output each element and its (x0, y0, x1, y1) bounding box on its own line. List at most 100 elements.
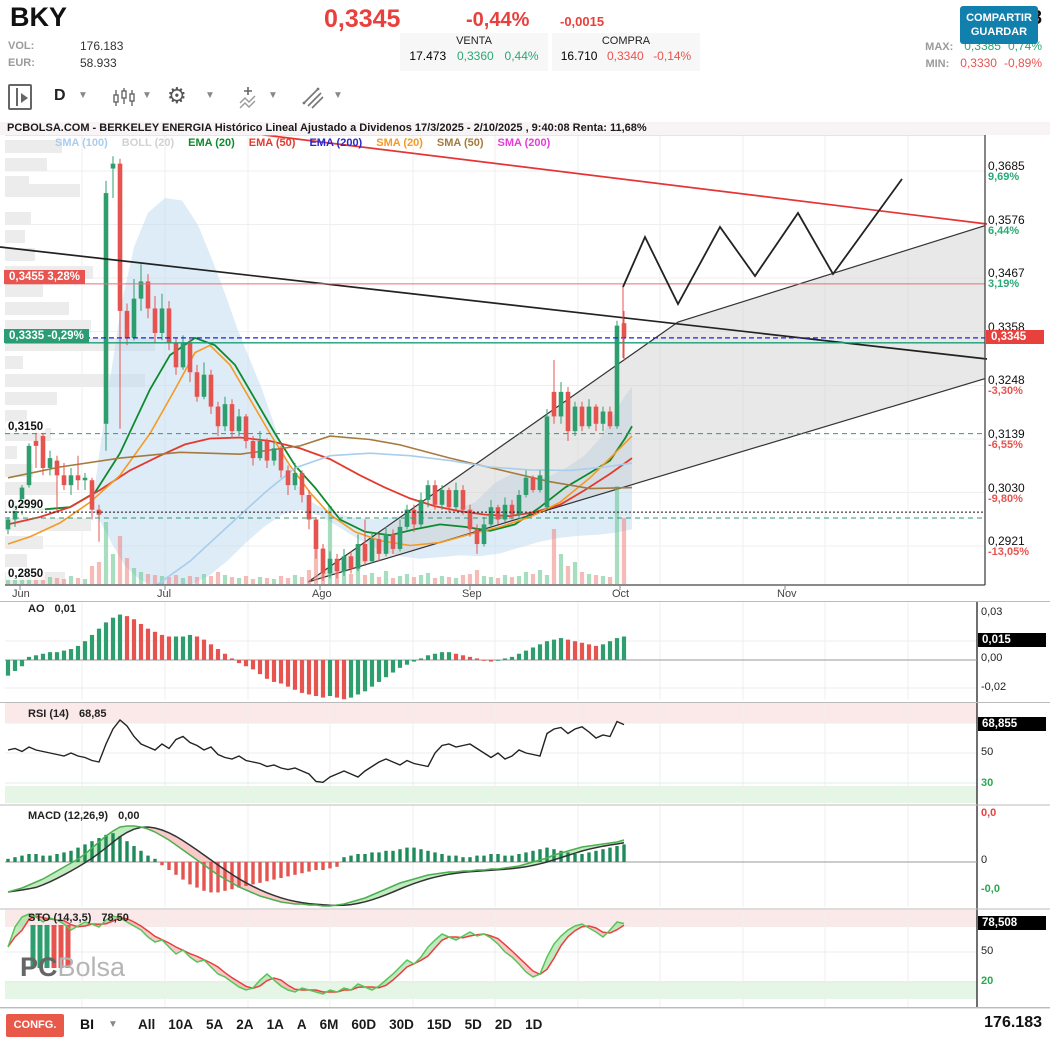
indicators-button[interactable] (238, 85, 264, 116)
macd-axis-top: 0,0 (981, 807, 997, 819)
range-button-30d[interactable]: 30D (389, 1017, 414, 1032)
sma50-line (7, 435, 633, 490)
max-label: MAX: (925, 41, 954, 53)
chart-title: PCBOLSA.COM - BERKELEY ENERGIA Histórico… (0, 122, 1050, 135)
ema50-line (7, 436, 633, 526)
legend-item[interactable]: SMA (100) (55, 137, 108, 149)
sto-value-badge: 78,508 (978, 916, 1046, 930)
range-button-6m[interactable]: 6M (319, 1017, 339, 1032)
left-price-label: 0,3150 (6, 420, 46, 433)
projection-zigzag (622, 178, 903, 306)
chart-type-caret-icon[interactable]: ▼ (142, 90, 152, 101)
alert-price-badge[interactable]: 0,3335 -0,29% (4, 328, 89, 343)
legend-item[interactable]: SMA (200) (497, 137, 551, 149)
macd-signal-line (7, 826, 625, 907)
toolbar: D ▼ ▼ ⚙ ▼ ▼ ▼ (0, 74, 1050, 120)
month-label: Jul (157, 588, 172, 600)
watermark: PCBolsa (20, 952, 125, 983)
sto-oversold-band (5, 981, 977, 999)
last-price: 0,3345 (324, 5, 401, 33)
timeframe-button[interactable]: D (54, 87, 66, 104)
candles-layer (5, 156, 627, 581)
macd-axis-zero: 0 (981, 854, 988, 866)
venta-qty: 17.473 (409, 49, 447, 63)
save-label: GUARDAR (970, 26, 1028, 38)
range-button-1d[interactable]: 1D (525, 1017, 543, 1032)
symbol: BKY (10, 2, 68, 32)
watermark-pc: PC (20, 952, 58, 982)
eur-label: EUR: (8, 57, 35, 69)
min-row: MIN: 0,3330 -0,89% (918, 56, 1042, 70)
range-button-all[interactable]: All (138, 1017, 156, 1032)
share-save-button[interactable]: COMPARTIR GUARDAR (960, 6, 1038, 44)
price-axis-label: 0,3685 9,69% (988, 159, 1025, 183)
range-button-60d[interactable]: 60D (351, 1017, 377, 1032)
indicators-caret-icon[interactable]: ▼ (268, 90, 278, 101)
macd-panel-layer (5, 825, 977, 907)
rsi-axis-mid: 50 (981, 746, 994, 758)
month-label: Ago (312, 588, 332, 600)
rsi-line (7, 718, 625, 784)
draw-tools-caret-icon[interactable]: ▼ (333, 90, 343, 101)
venta-box: VENTA 17.473 0,3360 0,44% (400, 33, 548, 71)
legend-item[interactable]: SMA (20) (376, 137, 423, 149)
macd-header: MACD (12,26,9) 0,00 (28, 810, 140, 822)
rsi-header: RSI (14) 68,85 (28, 708, 107, 720)
legend-item[interactable]: EMA (20) (188, 137, 235, 149)
chart-type-button[interactable] (112, 86, 138, 115)
legend-item[interactable]: SMA (50) (436, 137, 484, 149)
alert-price-badge[interactable]: 0,3455 3,28% (4, 269, 85, 284)
range-button-2a[interactable]: 2A (236, 1017, 254, 1032)
rsi-oversold-band (5, 786, 977, 803)
draw-tools-button[interactable] (300, 85, 326, 116)
config-button[interactable]: CONFG. (6, 1014, 64, 1037)
sma20-line (7, 344, 633, 547)
legend-item[interactable]: BOLL (20) (121, 137, 175, 149)
rsi-panel-layer (7, 718, 625, 784)
rsi-value-badge: 68,855 (978, 717, 1046, 731)
price-axis-label: 0,3248 -3,30% (988, 373, 1025, 398)
price-axis-label: 0,2921 -13,05% (988, 534, 1029, 558)
volume-profile-layer (5, 140, 155, 585)
add-indicator-icon (239, 87, 256, 109)
range-button-10a[interactable]: 10A (168, 1017, 194, 1032)
bollinger-cloud (92, 198, 632, 585)
range-button-1a[interactable]: 1A (266, 1017, 284, 1032)
settings-caret-icon[interactable]: ▼ (205, 90, 215, 101)
range-button-5d[interactable]: 5D (464, 1017, 482, 1032)
settings-button[interactable]: ⚙ (167, 85, 187, 107)
ao-panel-layer (5, 614, 977, 700)
chart-legend: SMA (100) BOLL (20) EMA (20) EMA (50) EMA (2… (55, 137, 564, 151)
legend-item[interactable]: EMA (50) (248, 137, 296, 149)
range-button-15d[interactable]: 15D (426, 1017, 452, 1032)
timeframe-caret-icon[interactable]: ▼ (78, 90, 88, 101)
legend-item[interactable]: EMA (200) (309, 137, 363, 149)
range-button-5a[interactable]: 5A (206, 1017, 224, 1032)
market-caret-icon[interactable]: ▼ (108, 1019, 118, 1030)
pencil-lines-icon (302, 87, 324, 109)
sto-header: STO (14,3,5) 78,50 (28, 912, 129, 924)
trend-channel (308, 225, 985, 582)
descending-trendline (0, 246, 988, 360)
left-price-label: 0,2850 (6, 567, 46, 580)
venta-pct: 0,44% (504, 49, 539, 63)
bottom-bar: CONFG. BI ▼ All 10A 5A 2A 1A A 6M 60D 30D 15D 5D 2D… (0, 1008, 1050, 1043)
compra-box: COMPRA 16.710 0,3340 -0,14% (552, 33, 700, 71)
grid-layer (5, 135, 985, 1007)
price-axis-label: 0,3467 3,19% (988, 266, 1025, 290)
market-selector[interactable]: BI (80, 1016, 94, 1032)
price-axis-label: 0,3139 -6,55% (988, 427, 1025, 451)
volume-total: 176.183 (984, 1014, 1042, 1031)
range-button-2d[interactable]: 2D (494, 1017, 513, 1032)
vol-label: VOL: (8, 40, 35, 52)
rsi-overbought-band (5, 703, 977, 723)
watermark-bolsa: Bolsa (57, 952, 126, 982)
month-label: Oct (612, 588, 630, 600)
ao-axis-bottom: -0,02 (981, 681, 1007, 693)
month-label: Nov (777, 588, 797, 600)
rsi-axis-low: 30 (981, 777, 994, 789)
range-button-a[interactable]: A (296, 1017, 307, 1032)
price-axis-label: 0,3358 (988, 319, 1025, 334)
panel-toggle-button[interactable] (8, 84, 32, 110)
